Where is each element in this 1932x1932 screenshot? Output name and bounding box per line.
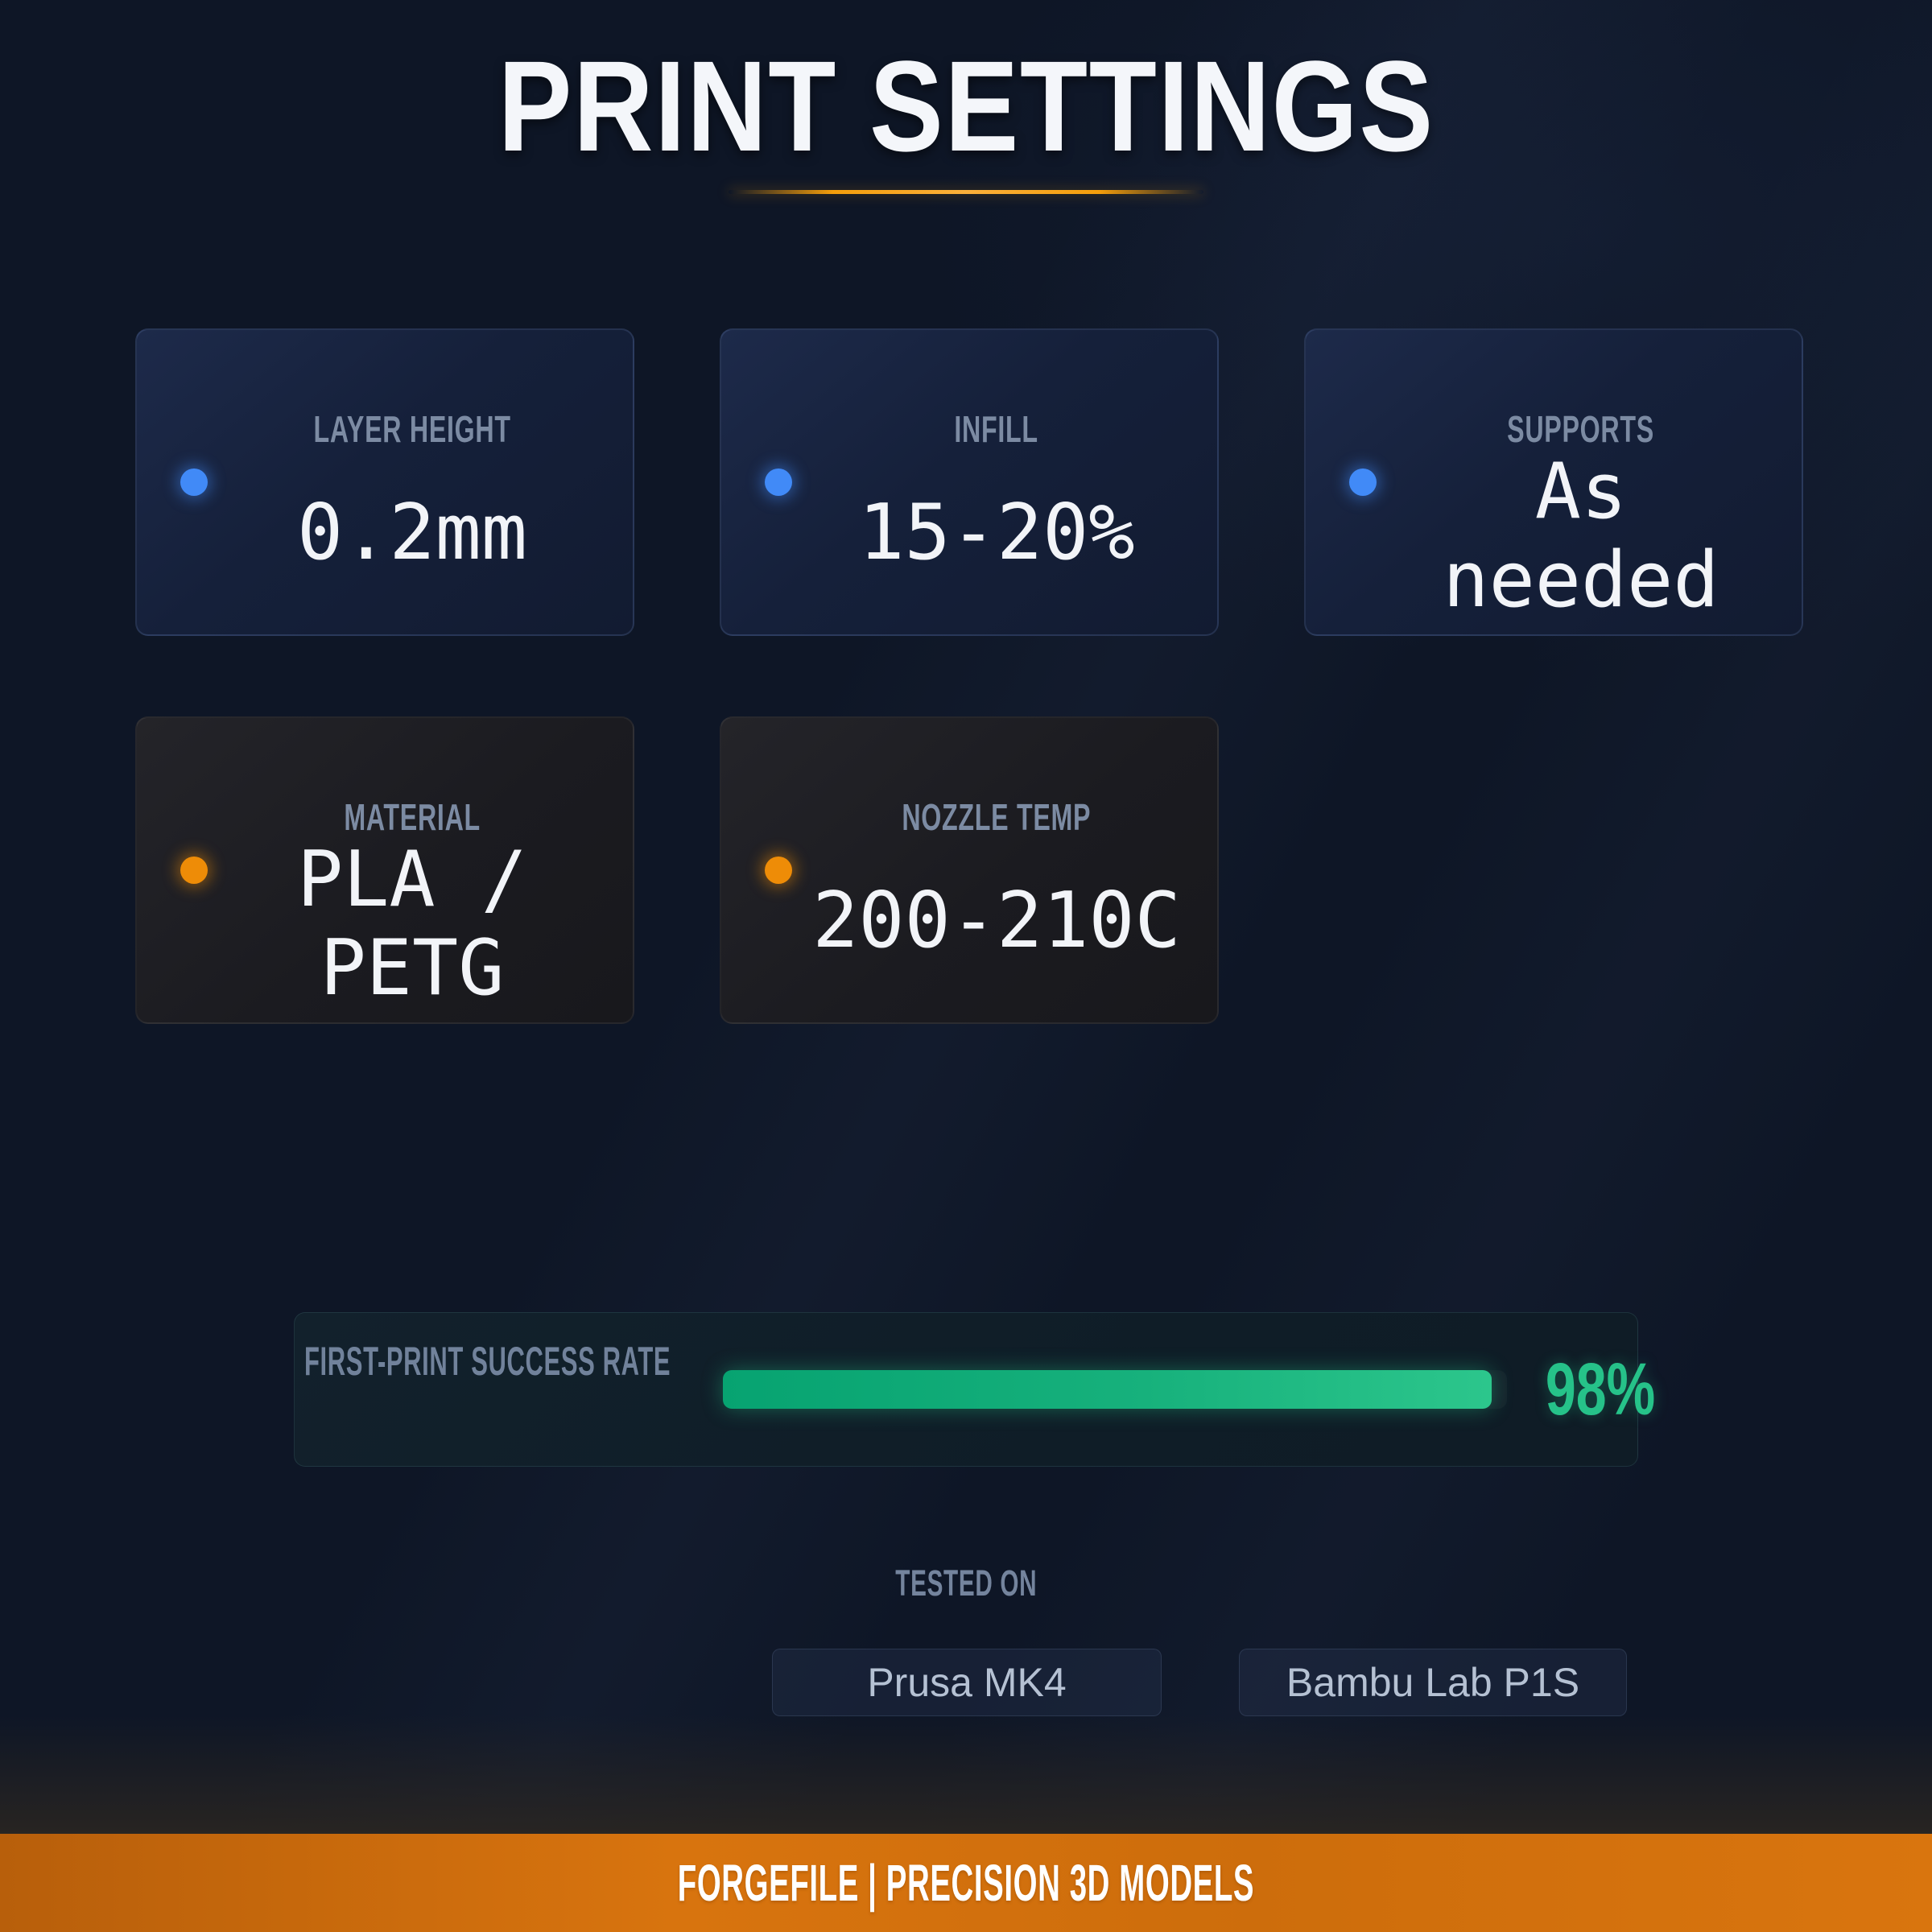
success-bar-fill xyxy=(723,1370,1492,1409)
card-content: MATERIAL PLA / PETG xyxy=(208,718,633,1022)
card-content: LAYER HEIGHT 0.2mm xyxy=(208,330,633,634)
card-supports: SUPPORTS As needed xyxy=(1304,328,1803,636)
card-label: SUPPORTS xyxy=(1507,408,1655,450)
page-title: PRINT SETTINGS xyxy=(0,29,1932,184)
tested-on-chips: Prusa MK4 Bambu Lab P1S xyxy=(772,1649,1627,1716)
card-value: As needed xyxy=(1443,448,1719,625)
card-layer-height: LAYER HEIGHT 0.2mm xyxy=(135,328,634,636)
printer-chip-label: Prusa MK4 xyxy=(867,1660,1067,1705)
blue-dot-icon xyxy=(765,469,792,496)
card-material: MATERIAL PLA / PETG xyxy=(135,716,634,1024)
tested-on-label: TESTED ON xyxy=(895,1563,1037,1604)
success-rate-value: 98% xyxy=(1545,1348,1656,1430)
card-value: 0.2mm xyxy=(297,488,527,577)
card-content: SUPPORTS As needed xyxy=(1377,330,1802,634)
card-value-area: 200-210C xyxy=(800,836,1193,1006)
card-value: 15-20% xyxy=(858,488,1135,577)
card-label: MATERIAL xyxy=(344,796,481,838)
orange-dot-icon xyxy=(180,857,208,884)
title-underline xyxy=(729,190,1203,194)
orange-dot-icon xyxy=(765,857,792,884)
page-title-text: PRINT SETTINGS xyxy=(497,34,1435,178)
card-value: 200-210C xyxy=(812,876,1181,965)
blue-dot-icon xyxy=(180,469,208,496)
card-label: LAYER HEIGHT xyxy=(313,408,511,450)
card-value-area: PLA / PETG xyxy=(216,836,609,1013)
footer-brand-text: FORGEFILE | PRECISION 3D MODELS xyxy=(677,1854,1255,1912)
card-label: NOZZLE TEMP xyxy=(902,796,1092,838)
success-rate-label: FIRST-PRINT SUCCESS RATE xyxy=(304,1339,671,1384)
printer-chip-label: Bambu Lab P1S xyxy=(1286,1660,1580,1705)
card-value-area: 15-20% xyxy=(800,448,1193,618)
blue-dot-icon xyxy=(1349,469,1377,496)
printer-chip-bambu-lab-p1s[interactable]: Bambu Lab P1S xyxy=(1239,1649,1627,1716)
card-content: NOZZLE TEMP 200-210C xyxy=(792,718,1217,1022)
card-value-area: As needed xyxy=(1385,448,1777,625)
settings-card-grid: LAYER HEIGHT 0.2mm INFILL 15-20% SUPPORT… xyxy=(135,328,1803,1024)
card-infill: INFILL 15-20% xyxy=(720,328,1219,636)
footer-fade-gradient xyxy=(0,1715,1932,1834)
card-nozzle-temp: NOZZLE TEMP 200-210C xyxy=(720,716,1219,1024)
progress-bar-track xyxy=(723,1370,1507,1409)
success-rate-panel: FIRST-PRINT SUCCESS RATE 98% xyxy=(294,1312,1656,1467)
card-value-area: 0.2mm xyxy=(216,448,609,618)
footer-bar: FORGEFILE | PRECISION 3D MODELS xyxy=(0,1834,1932,1932)
card-value: PLA / PETG xyxy=(297,836,527,1013)
printer-chip-prusa-mk4[interactable]: Prusa MK4 xyxy=(772,1649,1162,1716)
card-content: INFILL 15-20% xyxy=(792,330,1217,634)
card-label: INFILL xyxy=(954,408,1039,450)
